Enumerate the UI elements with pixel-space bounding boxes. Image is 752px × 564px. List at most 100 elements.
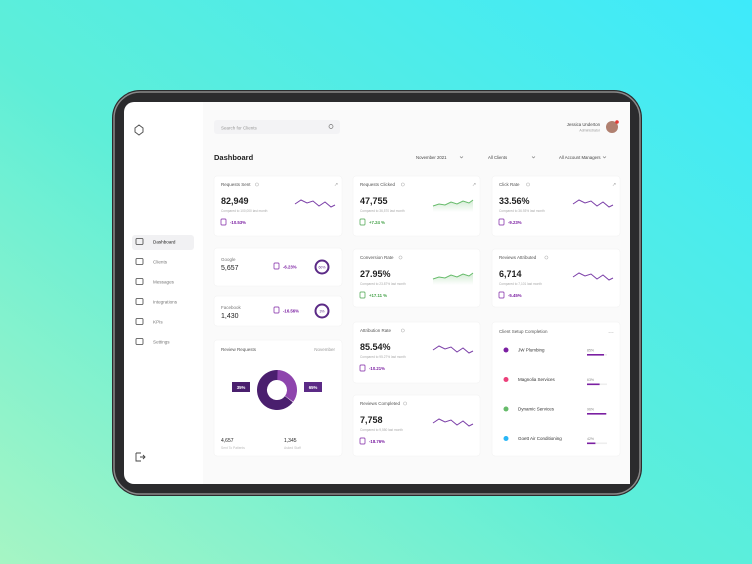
card-subtitle: Compared to 9,550 last month bbox=[360, 428, 403, 432]
nav-item[interactable]: KPIs bbox=[153, 320, 163, 325]
sparkline bbox=[572, 199, 614, 208]
user-name: Jessica Underton bbox=[567, 122, 601, 127]
change-icon bbox=[273, 306, 280, 314]
card bbox=[352, 321, 481, 384]
info-icon bbox=[400, 328, 405, 333]
avatar[interactable] bbox=[606, 121, 618, 133]
card bbox=[213, 339, 343, 457]
card-value: 7,758 bbox=[360, 415, 383, 425]
source-name: Facebook bbox=[221, 305, 242, 310]
nav-icon[interactable] bbox=[135, 278, 144, 285]
progress-bar bbox=[587, 442, 596, 445]
card bbox=[352, 394, 481, 457]
card bbox=[491, 175, 621, 237]
progress-bar bbox=[587, 413, 607, 415]
share-ring bbox=[314, 303, 330, 319]
dropdown-caret[interactable] bbox=[459, 156, 464, 159]
search-icon[interactable] bbox=[328, 124, 334, 129]
donut-segment bbox=[257, 370, 293, 410]
card-subtitle: Compared to 36.93% last month bbox=[499, 209, 545, 213]
card-title: Requests Clicked bbox=[360, 182, 396, 187]
card-change: +17.11 % bbox=[369, 293, 387, 298]
source-share: 60% bbox=[318, 265, 325, 269]
sparkline bbox=[432, 418, 474, 427]
client-dot bbox=[503, 347, 509, 353]
card-change: -18.76% bbox=[369, 439, 385, 444]
nav-icon[interactable] bbox=[135, 238, 144, 245]
nav-item[interactable]: Dashboard bbox=[153, 240, 176, 245]
search-placeholder: Search for Clients bbox=[221, 126, 258, 131]
card-title: Requests Sent bbox=[221, 182, 251, 187]
sparkline bbox=[432, 272, 474, 280]
search-box[interactable] bbox=[214, 120, 340, 134]
expand-icon: ↗ bbox=[472, 182, 476, 188]
progress-label: 63% bbox=[587, 378, 594, 382]
card-change: -5.45% bbox=[508, 293, 522, 298]
info-icon bbox=[526, 182, 530, 187]
donut-segment bbox=[276, 370, 297, 402]
card-change: -10.21% bbox=[369, 366, 385, 371]
change-icon bbox=[359, 291, 366, 299]
card-value: 47,755 bbox=[360, 196, 388, 206]
filter-dropdown[interactable]: November 2021 bbox=[416, 155, 447, 160]
source-name: Google bbox=[221, 257, 236, 262]
progress-track bbox=[587, 442, 607, 445]
stat-label: Asked Staff bbox=[284, 446, 301, 450]
stat-label: Sent To Patients bbox=[221, 446, 245, 450]
card-title: Reviews Completed bbox=[360, 401, 401, 406]
stat-value: 1,345 bbox=[284, 438, 297, 444]
progress-label: 42% bbox=[587, 437, 594, 441]
period: November bbox=[314, 347, 335, 352]
nav-item[interactable]: Integrations bbox=[153, 300, 178, 305]
share-ring bbox=[314, 259, 330, 275]
card-title: Review Requests bbox=[221, 347, 257, 352]
client-name: JW Plumbing bbox=[518, 348, 545, 353]
stat-value: 4,657 bbox=[221, 438, 234, 444]
page-title: Dashboard bbox=[214, 153, 254, 162]
change-icon bbox=[359, 364, 366, 372]
source-change: -16.56% bbox=[283, 309, 299, 314]
change-icon bbox=[220, 218, 227, 226]
card-change: +7.24 % bbox=[369, 220, 385, 225]
info-icon bbox=[544, 255, 549, 260]
sparkline bbox=[432, 199, 474, 207]
nav-item[interactable]: Settings bbox=[153, 340, 170, 345]
nav-item[interactable]: Clients bbox=[153, 260, 168, 265]
logout-icon[interactable] bbox=[135, 452, 146, 462]
change-icon bbox=[273, 262, 280, 270]
card-title: Client Setup Completion bbox=[499, 329, 548, 334]
nav-icon[interactable] bbox=[135, 318, 144, 325]
more-icon: … bbox=[608, 329, 614, 335]
nav-icon[interactable] bbox=[135, 338, 144, 345]
filter-dropdown[interactable]: All Account Managers bbox=[559, 155, 601, 160]
dropdown-caret[interactable] bbox=[531, 156, 536, 159]
nav-item[interactable]: Messages bbox=[153, 280, 175, 285]
client-dot bbox=[503, 436, 509, 441]
source-share: 3% bbox=[319, 309, 324, 313]
notification-dot bbox=[615, 120, 619, 124]
dropdown-caret[interactable] bbox=[602, 156, 607, 159]
client-name: Goett Air Conditioning bbox=[518, 436, 562, 441]
change-icon bbox=[498, 218, 505, 226]
sparkline bbox=[432, 345, 474, 354]
donut-label: 35% bbox=[237, 385, 246, 390]
sparkline bbox=[572, 272, 614, 281]
progress-label: 85% bbox=[587, 349, 594, 353]
source-value: 1,430 bbox=[221, 313, 239, 320]
nav-icon[interactable] bbox=[135, 258, 144, 265]
card-subtitle: Compared to 7,101 last month bbox=[499, 282, 542, 286]
card bbox=[213, 175, 343, 237]
info-icon bbox=[403, 401, 407, 406]
source-value: 5,657 bbox=[221, 265, 239, 272]
card-change: -10.53% bbox=[230, 220, 246, 225]
card-change: -9.23% bbox=[508, 220, 522, 225]
user-role: Administrator bbox=[579, 129, 600, 133]
card-value: 33.56% bbox=[499, 196, 530, 206]
card-value: 6,714 bbox=[499, 269, 522, 279]
sparkline bbox=[294, 199, 336, 208]
card-subtitle: Compared to 100,000 last month bbox=[221, 209, 268, 213]
filter-dropdown[interactable]: All Clients bbox=[488, 155, 507, 160]
nav-icon[interactable] bbox=[135, 298, 144, 305]
change-icon bbox=[359, 437, 366, 445]
sparkline-fill bbox=[433, 200, 473, 212]
